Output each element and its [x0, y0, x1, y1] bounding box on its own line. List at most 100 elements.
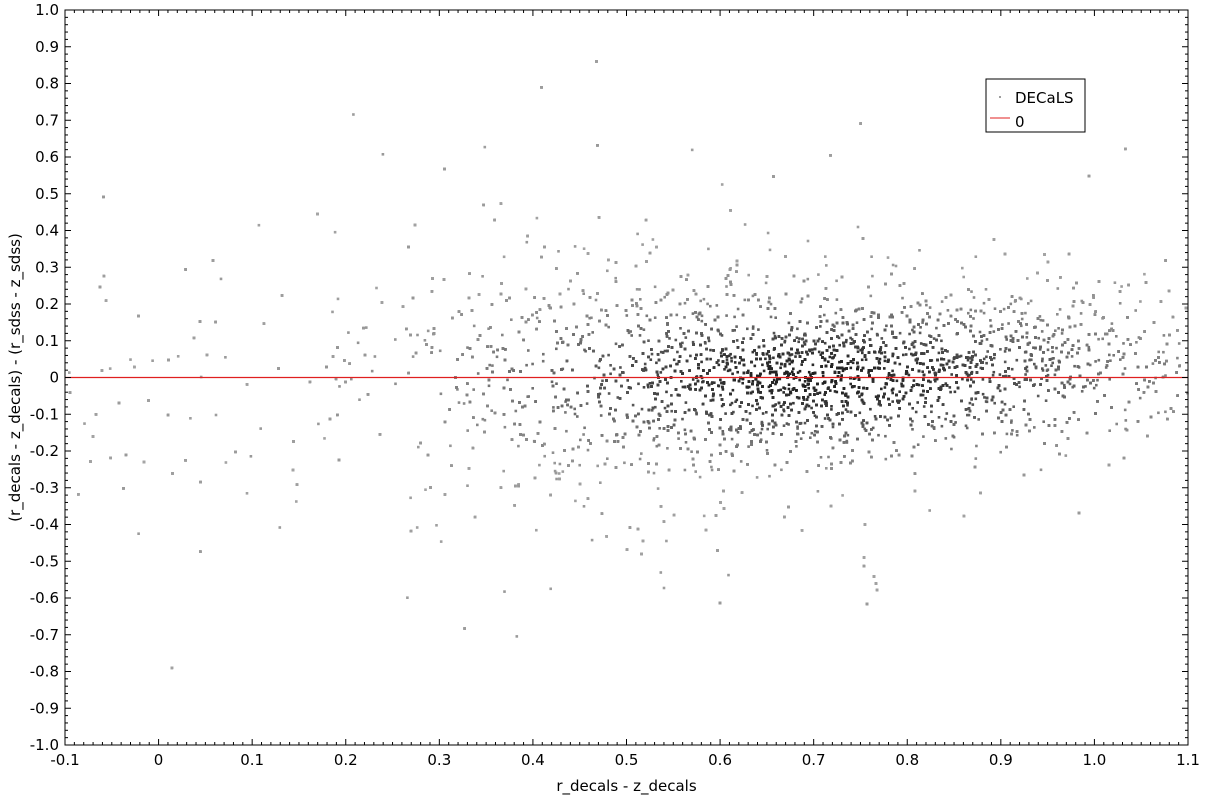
data-point — [844, 408, 848, 411]
data-point — [869, 294, 873, 298]
data-point — [751, 390, 754, 394]
data-point — [1046, 348, 1050, 352]
data-point — [736, 370, 739, 374]
data-point — [954, 421, 957, 424]
data-point — [317, 422, 320, 426]
data-point — [625, 314, 629, 317]
data-point — [535, 528, 538, 532]
data-point — [704, 342, 707, 345]
data-point — [974, 457, 978, 460]
data-point — [891, 391, 894, 395]
data-point — [662, 586, 666, 590]
data-point — [514, 409, 518, 413]
data-point — [795, 396, 799, 399]
data-point — [790, 353, 794, 356]
data-point — [635, 288, 639, 291]
data-point — [151, 359, 154, 362]
data-point — [551, 451, 555, 454]
data-point — [338, 385, 341, 388]
data-points — [68, 60, 1189, 670]
data-point — [1051, 361, 1054, 365]
data-point — [573, 412, 577, 416]
data-point — [819, 325, 822, 328]
data-point — [762, 369, 766, 373]
data-point — [710, 468, 714, 472]
data-point — [417, 445, 420, 449]
data-point — [1039, 318, 1043, 322]
data-point — [564, 411, 567, 414]
data-point — [647, 385, 650, 389]
data-point — [841, 369, 845, 373]
data-point — [1039, 468, 1043, 472]
data-point — [934, 379, 937, 383]
data-point — [655, 444, 659, 448]
data-point — [719, 393, 722, 397]
data-point — [681, 385, 685, 389]
data-point — [599, 481, 602, 484]
data-point — [1101, 337, 1104, 341]
data-point — [795, 336, 799, 339]
data-point — [894, 264, 898, 268]
data-point — [333, 230, 337, 234]
data-point — [735, 398, 739, 402]
data-point — [940, 339, 943, 343]
data-point — [370, 369, 374, 373]
data-point — [730, 401, 734, 405]
data-point — [1123, 367, 1127, 370]
data-point — [295, 500, 298, 503]
data-point — [651, 238, 655, 241]
data-point — [907, 373, 911, 377]
data-point — [782, 386, 785, 389]
data-point — [773, 334, 777, 338]
data-point — [910, 386, 914, 389]
data-point — [663, 406, 667, 410]
data-point — [761, 412, 765, 415]
data-point — [992, 356, 996, 360]
data-point — [515, 635, 519, 638]
data-point — [582, 505, 586, 508]
data-point — [798, 337, 801, 340]
data-point — [609, 364, 612, 367]
data-point — [747, 273, 750, 277]
data-point — [911, 328, 914, 332]
data-point — [637, 382, 640, 386]
data-point — [735, 339, 739, 342]
data-point — [883, 359, 887, 363]
data-point — [1053, 373, 1057, 377]
data-point — [914, 410, 918, 414]
data-point — [567, 287, 570, 291]
data-point — [700, 314, 704, 318]
data-point — [1037, 336, 1040, 340]
data-point — [680, 380, 683, 383]
data-point — [731, 372, 734, 376]
data-point — [760, 427, 764, 431]
data-point — [723, 368, 726, 371]
data-point — [846, 433, 850, 437]
data-point — [476, 372, 480, 375]
data-point — [974, 397, 978, 401]
data-point — [937, 416, 941, 419]
data-point — [794, 355, 797, 358]
data-point — [1058, 308, 1062, 311]
data-point — [472, 324, 476, 328]
data-point — [483, 145, 487, 149]
data-point — [924, 397, 927, 400]
data-point — [1025, 336, 1029, 339]
data-point — [665, 539, 668, 543]
data-point — [898, 331, 902, 335]
data-point — [663, 295, 666, 299]
data-point — [1115, 422, 1118, 426]
data-point — [638, 457, 642, 461]
data-point — [734, 400, 737, 403]
data-point — [830, 405, 833, 408]
data-point — [642, 386, 646, 389]
data-point — [999, 348, 1002, 351]
data-point — [898, 362, 902, 366]
data-point — [878, 357, 882, 361]
data-point — [219, 277, 223, 281]
data-point — [948, 366, 951, 369]
data-point — [381, 153, 385, 156]
data-point — [599, 414, 603, 417]
data-point — [911, 407, 914, 410]
data-point — [1001, 323, 1004, 326]
